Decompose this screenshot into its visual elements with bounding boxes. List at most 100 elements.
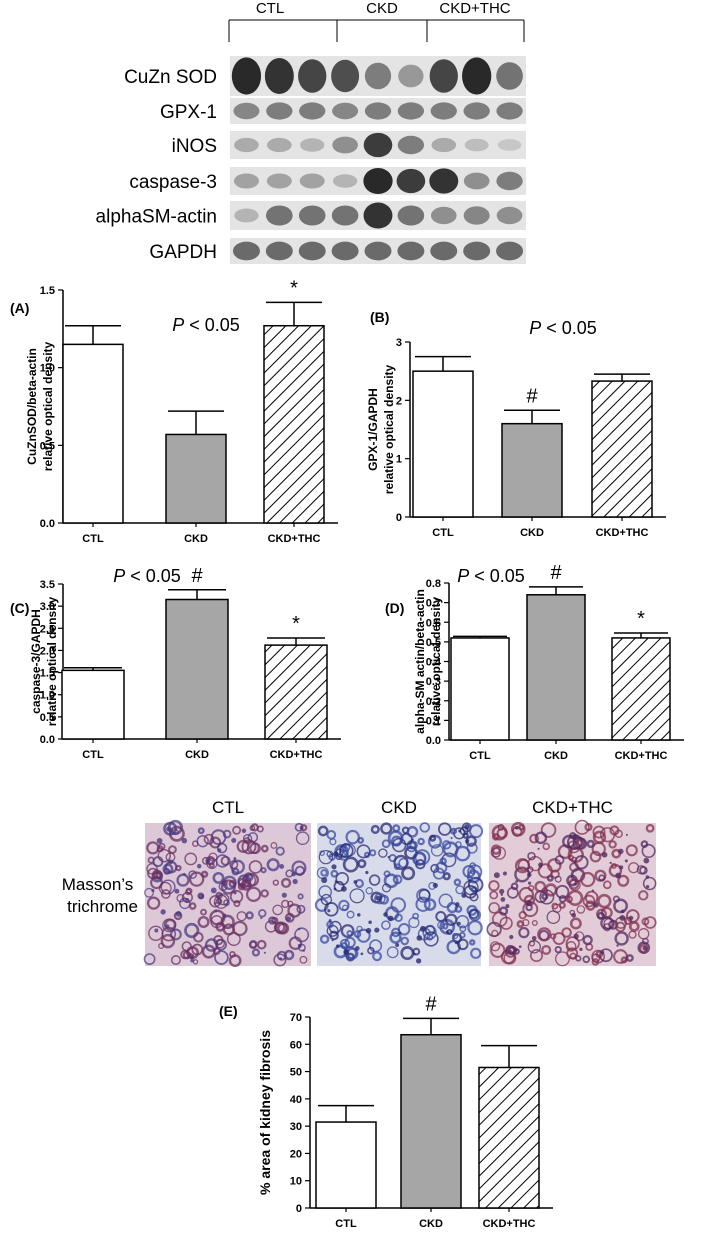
tissue-texture <box>518 926 530 939</box>
y-tick-label: 70 <box>290 1012 302 1024</box>
tissue-texture <box>272 904 284 916</box>
tissue-texture <box>576 905 586 914</box>
tissue-texture <box>241 839 257 855</box>
tissue-texture <box>456 921 461 926</box>
tissue-texture <box>470 947 482 959</box>
tissue-texture <box>591 841 606 857</box>
tissue-texture <box>174 888 180 894</box>
tissue-texture <box>365 927 372 934</box>
tissue-texture <box>415 896 431 912</box>
blot-row-label: GPX-1 <box>160 102 217 123</box>
blot-row-label: alphaSM-actin <box>96 207 217 228</box>
tissue-texture <box>184 852 198 866</box>
bar-ckd <box>526 594 586 741</box>
histology-panel-label: CTL <box>212 798 244 817</box>
tissue-texture <box>598 874 606 882</box>
tissue-texture <box>383 873 399 889</box>
bar-ckd <box>400 1033 462 1209</box>
tissue-texture <box>467 864 483 880</box>
tissue-texture <box>197 827 205 835</box>
tissue-texture <box>510 882 519 891</box>
blot-band <box>364 62 392 90</box>
blot-row: CuZn SOD <box>124 56 526 96</box>
tissue-texture <box>415 858 426 870</box>
tissue-texture <box>645 884 650 889</box>
y-tick-label: 0.2 <box>426 696 441 708</box>
tissue-texture <box>458 829 462 833</box>
tissue-texture <box>390 897 407 913</box>
tissue-texture <box>571 912 577 918</box>
significance-marker: * <box>290 277 298 299</box>
tissue-texture <box>624 859 628 863</box>
blot-band <box>266 102 293 120</box>
blot-band <box>462 57 492 95</box>
tissue-texture <box>509 934 514 940</box>
tissue-texture <box>165 924 170 929</box>
tissue-texture <box>554 875 562 883</box>
bar-ckd <box>165 598 229 740</box>
tissue-texture <box>517 858 530 872</box>
tissue-texture <box>450 836 453 839</box>
blot-band <box>266 205 293 226</box>
tissue-texture <box>628 921 640 932</box>
blot-band <box>300 138 325 152</box>
tissue-texture <box>643 857 650 864</box>
tissue-texture <box>346 910 355 919</box>
tissue-texture <box>628 862 640 874</box>
x-tick-label: CTL <box>335 1218 357 1230</box>
blot-band <box>430 102 457 120</box>
y-tick-label: 0.0 <box>426 735 441 747</box>
tissue-texture <box>465 839 470 844</box>
tissue-texture <box>242 873 256 888</box>
x-tick-label: CTL <box>432 527 454 539</box>
tissue-texture <box>442 841 459 858</box>
tissue-texture <box>260 889 269 898</box>
tissue-texture <box>360 952 364 956</box>
tissue-texture <box>166 826 172 832</box>
blot-row-label: iNOS <box>172 136 217 157</box>
tissue-texture <box>392 874 403 885</box>
tissue-texture <box>222 875 237 891</box>
tissue-texture <box>381 883 392 893</box>
blot-band <box>431 137 457 153</box>
tissue-texture <box>258 909 267 918</box>
p-value-annotation: P < 0.05 <box>457 566 525 586</box>
tissue-texture <box>320 893 333 906</box>
tissue-texture <box>625 954 634 962</box>
tissue-texture <box>154 928 159 933</box>
tissue-texture <box>272 879 280 886</box>
tissue-texture <box>457 938 469 951</box>
tissue-texture <box>432 867 446 880</box>
y-tick-label: 20 <box>290 1148 302 1160</box>
tissue-texture <box>537 863 553 879</box>
tissue-texture <box>270 842 278 849</box>
tissue-texture <box>582 955 591 964</box>
blot-band <box>364 102 392 120</box>
tissue-texture <box>565 941 577 952</box>
blot-band <box>496 171 523 191</box>
tissue-texture <box>380 822 393 835</box>
tissue-texture <box>582 934 593 946</box>
tissue-texture <box>245 886 262 902</box>
panel-label: (D) <box>385 600 404 616</box>
bar-ckd <box>501 422 563 518</box>
tissue-texture <box>518 945 522 948</box>
tissue-texture <box>245 911 254 920</box>
tissue-texture <box>338 850 349 861</box>
blot-row-label: GAPDH <box>149 242 217 263</box>
tissue-texture <box>528 881 532 885</box>
significance-marker: # <box>526 385 538 407</box>
tissue-texture <box>170 829 173 832</box>
tissue-texture <box>349 888 365 904</box>
x-tick-label: CKD+THC <box>615 750 668 762</box>
tissue-texture <box>593 902 599 908</box>
tissue-texture <box>574 882 577 886</box>
tissue-texture <box>368 874 381 886</box>
blot-row: GPX-1 <box>160 98 526 124</box>
significance-marker: # <box>550 562 562 584</box>
tissue-texture <box>330 869 339 878</box>
tissue-texture <box>461 892 467 898</box>
tissue-texture <box>200 908 207 916</box>
tissue-texture <box>146 863 158 875</box>
tissue-texture <box>579 947 583 952</box>
